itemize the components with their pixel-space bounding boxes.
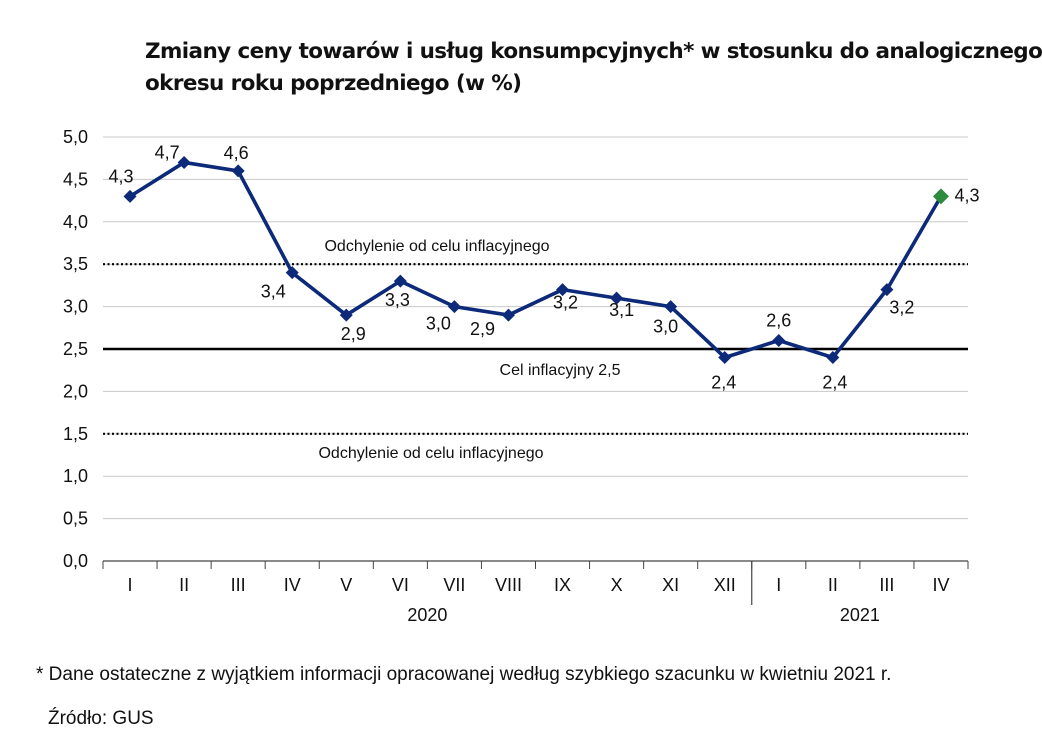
data-point-marker (664, 300, 678, 314)
chart-title: Zmiany ceny towarów i usług konsumpcyjny… (145, 36, 1042, 100)
y-tick-label: 3,5 (63, 254, 88, 274)
chart-title-line-2: okresu roku poprzedniego (w %) (145, 71, 522, 96)
x-tick-label: IV (284, 575, 301, 595)
data-point-marker (826, 350, 840, 364)
data-label: 3,0 (653, 317, 678, 337)
data-point-marker (447, 300, 461, 314)
data-point-marker (880, 283, 894, 297)
data-point-marker (339, 308, 353, 322)
reference-line-label: Cel inflacyjny 2,5 (500, 362, 621, 379)
data-label: 2,6 (766, 311, 791, 331)
data-point-marker (123, 189, 137, 203)
data-point-marker (556, 283, 570, 297)
data-label: 3,1 (609, 300, 634, 320)
data-label: 3,0 (426, 314, 451, 334)
y-tick-label: 0,0 (63, 551, 88, 571)
x-tick-label: I (776, 575, 781, 595)
x-tick-label: IX (554, 575, 571, 595)
y-tick-label: 1,0 (63, 466, 88, 486)
x-tick-label: IV (932, 575, 949, 595)
data-label: 2,9 (470, 319, 495, 339)
y-tick-label: 1,5 (63, 424, 88, 444)
data-point-marker (610, 291, 624, 305)
y-tick-label: 4,5 (63, 169, 88, 189)
y-tick-label: 2,0 (63, 381, 88, 401)
data-label: 4,6 (224, 143, 249, 163)
y-tick-label: 2,5 (63, 339, 88, 359)
data-label: 2,9 (341, 324, 366, 344)
data-point-marker (231, 164, 245, 178)
data-point-marker (718, 350, 732, 364)
series-line (129, 160, 943, 360)
x-tick-label: III (879, 575, 894, 595)
x-tick-label: II (828, 575, 838, 595)
line-chart: 0,0 0,5 1,0 1,5 2,0 2,5 3,0 3,5 4,0 4,5 5,0 Odchyle… (63, 127, 980, 625)
x-tick-label: X (611, 575, 623, 595)
x-tick-label: I (128, 575, 133, 595)
data-point-marker (285, 266, 299, 280)
reference-line-label: Odchylenie od celu inflacyjnego (318, 445, 543, 462)
y-tick-label: 4,0 (63, 212, 88, 232)
y-tick-label: 3,0 (63, 297, 88, 317)
data-label: 4,7 (155, 142, 180, 162)
x-tick-label: XII (714, 575, 736, 595)
data-point-marker (501, 308, 515, 322)
data-label: 3,2 (553, 293, 578, 313)
reference-line-label: Odchylenie od celu inflacyjnego (324, 238, 549, 255)
data-label: 4,3 (954, 185, 979, 205)
y-tick-label: 5,0 (63, 127, 88, 147)
x-tick-label: V (340, 575, 352, 595)
y-tick-label: 0,5 (63, 509, 88, 529)
data-point-marker (772, 334, 786, 348)
highlight-marker (932, 188, 949, 205)
data-point-marker (393, 274, 407, 288)
x-tick-label: II (179, 575, 189, 595)
x-tick-label: III (231, 575, 246, 595)
chart-title-line-1: Zmiany ceny towarów i usług konsumpcyjny… (145, 39, 1042, 64)
x-tick-label: VII (443, 575, 465, 595)
x-tick-label: VIII (495, 575, 522, 595)
source-note: Źródło: GUS (48, 708, 154, 729)
data-label: 2,4 (822, 372, 847, 392)
data-label: 4,3 (109, 166, 134, 186)
data-label: 3,3 (385, 290, 410, 310)
data-label: 2,4 (711, 372, 736, 392)
data-label: 3,2 (889, 298, 914, 318)
footnote: * Dane ostateczne z wyjątkiem informacji… (36, 664, 892, 685)
data-label: 3,4 (261, 282, 286, 302)
x-tick-label: XI (662, 575, 679, 595)
year-label: 2020 (407, 605, 447, 625)
x-tick-label: VI (392, 575, 409, 595)
year-label: 2021 (840, 605, 880, 625)
data-point-marker (177, 155, 191, 169)
